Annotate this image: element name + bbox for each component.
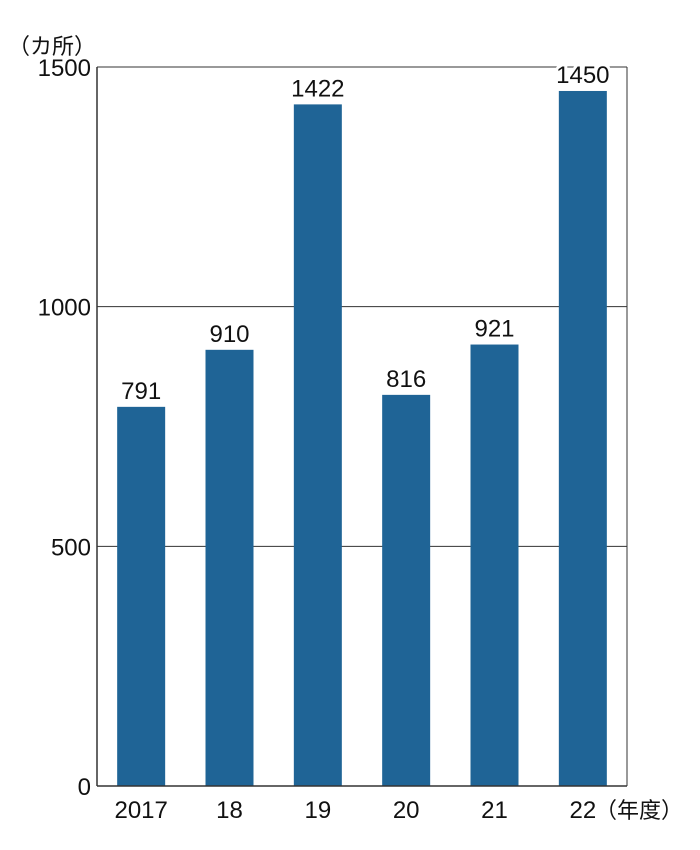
y-tick-label: 500 bbox=[51, 534, 91, 561]
data-label-halo: 1422 bbox=[291, 75, 344, 102]
y-tick-label: 1500 bbox=[38, 55, 91, 82]
data-label: 910 bbox=[209, 321, 249, 348]
x-tick-label: 2017 bbox=[114, 797, 167, 824]
data-label-halo: 910 bbox=[209, 321, 249, 348]
chart-text: （カ所） （年度） 050010001500791791201791091018… bbox=[8, 35, 683, 824]
data-label: 921 bbox=[474, 316, 514, 343]
bar-21 bbox=[470, 344, 519, 786]
x-axis-unit-label: （年度） bbox=[595, 799, 683, 824]
x-tick-label: 19 bbox=[304, 797, 331, 824]
x-tick-label: 20 bbox=[393, 797, 420, 824]
bars bbox=[117, 90, 607, 786]
y-tick-label: 0 bbox=[78, 774, 91, 801]
x-tick-label: 21 bbox=[481, 797, 508, 824]
x-tick-label: 22 bbox=[569, 797, 596, 824]
gridlines bbox=[97, 306, 627, 547]
y-tick-label: 1000 bbox=[38, 295, 91, 322]
plot-frame bbox=[96, 66, 628, 787]
data-label-halo: 816 bbox=[386, 366, 426, 393]
data-label: 1422 bbox=[291, 75, 344, 102]
bar-19 bbox=[293, 104, 342, 786]
data-label-halo: 1450 bbox=[556, 62, 609, 89]
data-label-halo: 791 bbox=[121, 378, 161, 405]
x-tick-label: 18 bbox=[216, 797, 243, 824]
data-label-halo: 921 bbox=[474, 316, 514, 343]
bar-18 bbox=[205, 349, 254, 786]
data-label: 1450 bbox=[556, 62, 609, 89]
bar-22 bbox=[558, 90, 607, 786]
data-label: 791 bbox=[121, 378, 161, 405]
data-label: 816 bbox=[386, 366, 426, 393]
bar-2017 bbox=[117, 406, 166, 786]
bar-20 bbox=[382, 394, 431, 786]
y-axis-unit-label: （カ所） bbox=[8, 35, 96, 60]
